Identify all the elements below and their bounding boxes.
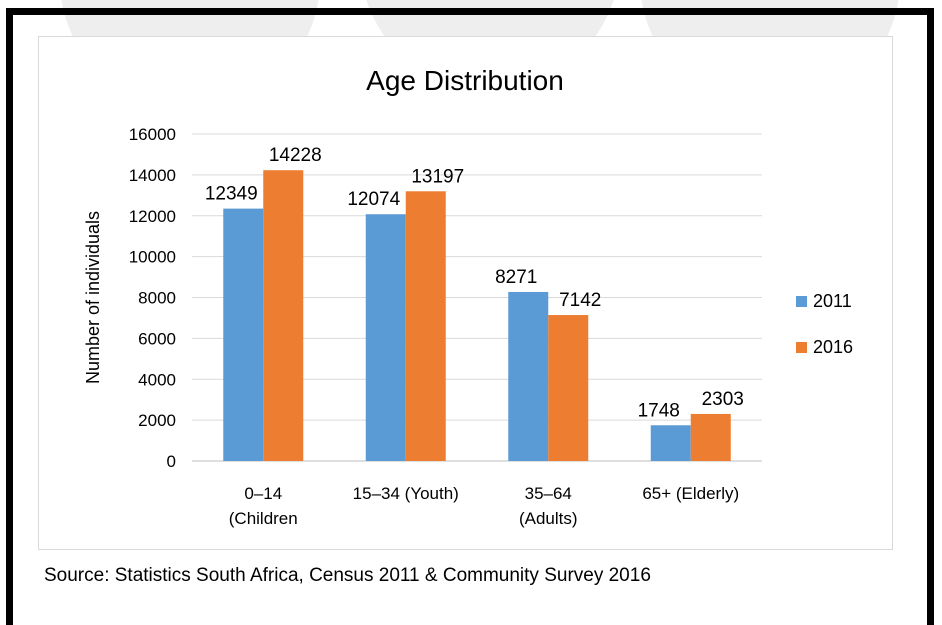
- data-label: 12074: [347, 189, 400, 210]
- bar-2011: [365, 214, 406, 461]
- category-label: 65+ (Elderly): [642, 484, 739, 503]
- bars: [223, 170, 731, 461]
- category-label: (Children: [229, 509, 298, 528]
- chart-panel: [38, 36, 893, 550]
- category-label: 15–34 (Youth): [353, 484, 459, 503]
- y-tick-label: 14000: [129, 166, 176, 185]
- bar-2016: [548, 315, 589, 461]
- bar-2016: [263, 170, 304, 461]
- bar-2016: [690, 413, 731, 461]
- bar-2011: [508, 291, 549, 461]
- source-note: Source: Statistics South Africa, Census …: [44, 565, 651, 586]
- page-frame: [6, 8, 934, 625]
- y-tick-label: 16000: [129, 125, 176, 144]
- data-label: 14228: [269, 145, 322, 166]
- data-labels: 12349 14228 12074 13197 8271 7142 1748 2303: [205, 145, 744, 421]
- y-tick-label: 4000: [138, 370, 176, 389]
- legend-swatch: [796, 296, 807, 307]
- y-tick-label: 0: [167, 452, 176, 471]
- y-tick-label: 8000: [138, 289, 176, 308]
- data-label: 7142: [559, 290, 601, 311]
- y-tick-labels: 0 2000 4000 6000 8000 10000 12000 14000 16000: [129, 125, 176, 471]
- legend-label: 2016: [813, 337, 853, 357]
- data-label: 2303: [702, 389, 744, 410]
- y-tick-label: 6000: [138, 329, 176, 348]
- legend: 2011 2016: [796, 291, 853, 357]
- data-label: 13197: [411, 166, 464, 187]
- data-label: 8271: [495, 267, 537, 288]
- y-tick-label: 2000: [138, 411, 176, 430]
- bar-2011: [223, 208, 264, 461]
- category-label: (Adults): [519, 509, 578, 528]
- category-label: 35–64: [525, 484, 572, 503]
- legend-swatch: [796, 342, 807, 353]
- bar-2016: [405, 191, 446, 461]
- y-tick-label: 12000: [129, 207, 176, 226]
- y-tick-label: 10000: [129, 248, 176, 267]
- category-label: 0–14: [244, 484, 282, 503]
- bar-2011: [650, 425, 691, 461]
- data-label: 12349: [205, 184, 258, 205]
- category-labels: 0–14 (Children 15–34 (Youth) 35–64 (Adults) 6…: [229, 484, 739, 528]
- y-axis-label: Number of individuals: [83, 211, 103, 384]
- data-label: 1748: [638, 400, 680, 421]
- chart-title: Age Distribution: [366, 65, 564, 96]
- legend-label: 2011: [813, 291, 852, 311]
